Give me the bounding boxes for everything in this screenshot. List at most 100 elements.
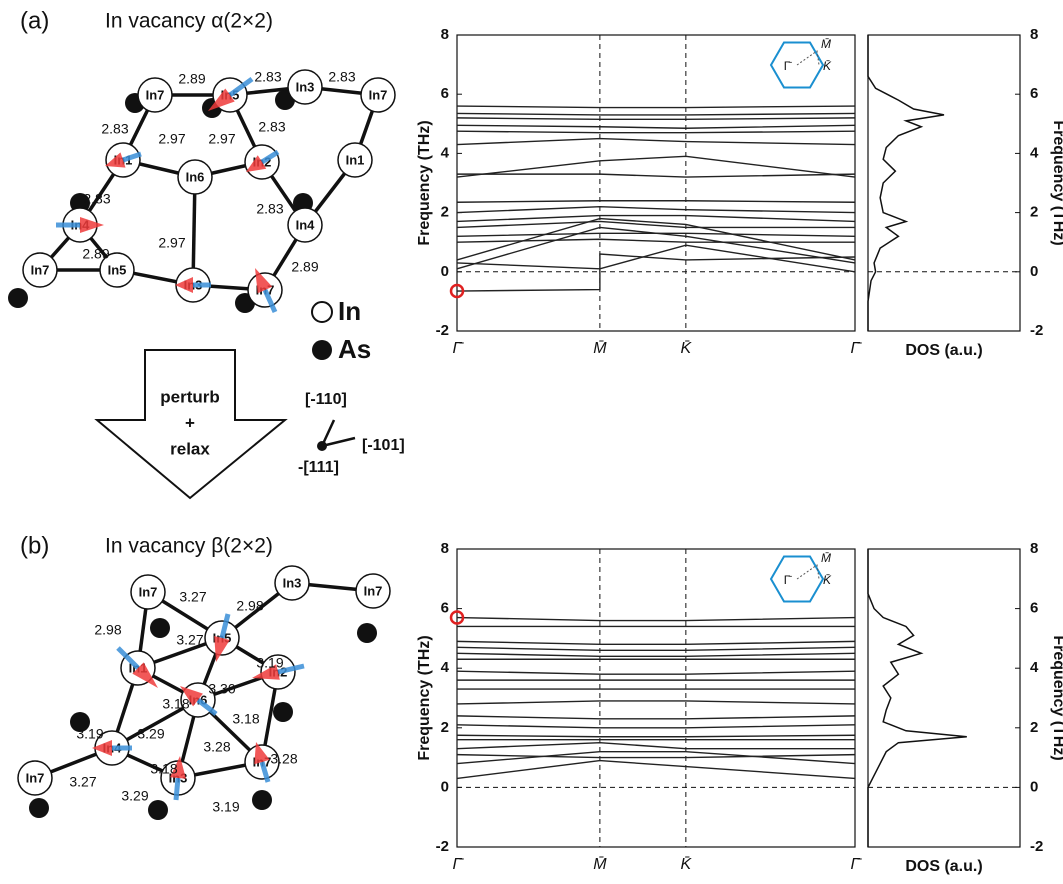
x-tick-label: Γ̄ xyxy=(452,856,464,873)
band-line xyxy=(456,220,855,229)
panel-title: In vacancy β(2×2) xyxy=(105,535,273,558)
y-tick-label: -2 xyxy=(436,322,449,339)
y-tick-label: 2 xyxy=(441,204,449,221)
y-tick-label: 6 xyxy=(1030,600,1038,617)
band-line xyxy=(456,646,856,652)
band-line xyxy=(456,715,856,720)
dos-line xyxy=(867,549,967,847)
axis-arrow xyxy=(321,436,356,448)
bond-length: 3.27 xyxy=(176,632,203,648)
arrow-text: + xyxy=(185,413,195,432)
bond-length: 3.18 xyxy=(162,696,189,712)
bond-length: 2.89 xyxy=(291,259,318,275)
atom-label: In3 xyxy=(296,79,315,94)
band-line xyxy=(456,117,856,121)
bond-length: 3.18 xyxy=(150,761,177,777)
bz-path xyxy=(796,50,820,66)
as-atom xyxy=(29,798,49,818)
as-atom xyxy=(150,618,170,638)
highlight-marker xyxy=(449,610,465,625)
plot-frame xyxy=(867,548,1021,848)
atom-label: In3 xyxy=(283,575,302,590)
y-axis-label: Frequency (THz) xyxy=(416,635,433,760)
band-line xyxy=(456,200,856,203)
displacement xyxy=(254,742,270,765)
displacement xyxy=(132,662,158,688)
y-tick-label: 8 xyxy=(441,540,449,557)
displacement xyxy=(170,756,186,779)
displacement xyxy=(277,663,305,675)
atom-label: In4 xyxy=(296,217,316,232)
legend-as-symbol xyxy=(312,340,332,360)
y-axis-label: Frequency (THz) xyxy=(416,120,433,245)
legend-as: As xyxy=(338,334,371,364)
y-axis-label: Frequency (THz) xyxy=(1050,635,1063,760)
y-tick-label: 8 xyxy=(1030,540,1038,557)
x-tick-label: K̄ xyxy=(681,856,693,873)
y-tick-label: 4 xyxy=(441,659,450,676)
band-line xyxy=(456,700,856,705)
bond-length: 3.28 xyxy=(203,739,230,755)
band-line xyxy=(456,124,856,129)
band-line xyxy=(456,759,856,780)
legend-in-symbol xyxy=(311,301,333,323)
y-tick-label: 6 xyxy=(441,85,449,102)
displacement xyxy=(173,777,181,801)
displacement xyxy=(208,88,235,111)
displacement xyxy=(246,155,267,172)
in-atom xyxy=(137,77,173,113)
y-tick-label: 4 xyxy=(441,144,450,161)
bond-length: 2.89 xyxy=(82,246,109,262)
x-tick-label: M̄ xyxy=(593,340,607,357)
panel-title: In vacancy α(2×2) xyxy=(105,10,273,33)
y-tick-label: 0 xyxy=(441,263,449,280)
atom-label: In5 xyxy=(108,262,127,277)
as-atom xyxy=(273,702,293,722)
as-atom xyxy=(357,623,377,643)
plot-frame xyxy=(867,34,1021,332)
band-line xyxy=(456,232,856,237)
big-arrow xyxy=(94,349,288,500)
x-axis-label: DOS (a.u.) xyxy=(905,342,982,359)
x-tick-label: M̄ xyxy=(593,856,607,873)
band-line xyxy=(456,652,856,657)
y-tick-label: -2 xyxy=(1030,838,1043,855)
x-tick-label: Γ̄ xyxy=(850,856,862,873)
panel-label: (b) xyxy=(20,532,49,559)
displacement xyxy=(255,268,273,294)
bz-label: M̄ xyxy=(821,37,831,51)
band-line xyxy=(456,137,856,146)
displacement xyxy=(252,664,280,680)
y-tick-label: 0 xyxy=(441,778,449,795)
band-line xyxy=(456,238,855,243)
y-tick-label: 8 xyxy=(1030,26,1038,43)
band-line xyxy=(456,253,856,292)
band-line xyxy=(456,214,856,223)
in-atom xyxy=(360,77,396,113)
bond-length: 2.98 xyxy=(94,622,121,638)
x-tick-label: K̄ xyxy=(681,340,693,357)
atom-label: In1 xyxy=(346,152,365,167)
in-atom xyxy=(337,142,373,178)
atom-label: In7 xyxy=(364,583,383,598)
bond-length: 3.19 xyxy=(76,726,103,742)
direction-label: -[111] xyxy=(298,459,339,476)
y-tick-label: -2 xyxy=(436,838,449,855)
direction-label: [-101] xyxy=(362,437,405,454)
in-atom xyxy=(287,207,323,243)
band-line xyxy=(456,750,856,765)
displacement xyxy=(105,152,126,168)
as-atom xyxy=(148,800,168,820)
y-tick-label: 2 xyxy=(441,719,449,736)
axis-arrow xyxy=(320,419,336,447)
bond-length: 2.83 xyxy=(83,191,110,207)
y-tick-label: 4 xyxy=(1030,144,1039,161)
displacement xyxy=(260,149,280,165)
bond-length: 2.97 xyxy=(158,235,185,251)
atom-label: In7 xyxy=(146,87,165,102)
bond-length: 3.29 xyxy=(121,788,148,804)
band-line xyxy=(456,741,855,750)
direction-label: [-110] xyxy=(305,391,347,408)
bond-length: 2.89 xyxy=(178,71,205,87)
